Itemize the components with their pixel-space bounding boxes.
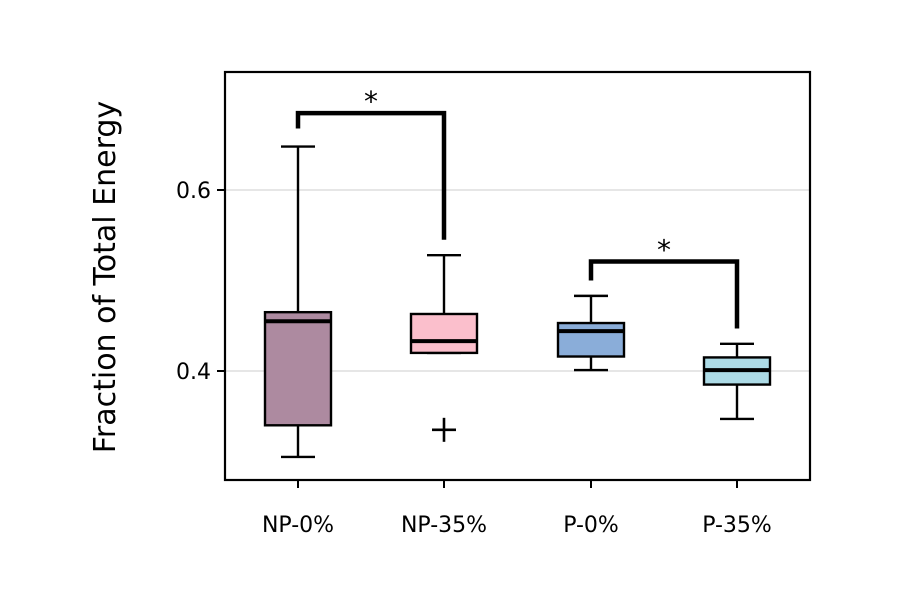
- box-p-0pct: [556, 294, 626, 372]
- y-tick-label: 0.6: [176, 179, 211, 204]
- x-tick-label: NP-0%: [262, 513, 334, 538]
- axes: 0.4 0.6 NP-0% NP-35% P-0% P-35%: [176, 179, 772, 538]
- bracket-line: [588, 259, 740, 329]
- y-tick-label: 0.4: [176, 360, 211, 385]
- iqr-box: [409, 312, 479, 355]
- box-p-35pct: [702, 342, 772, 421]
- x-tick-label: P-0%: [563, 513, 619, 538]
- iqr-box: [263, 310, 333, 427]
- box-np-35pct: [409, 253, 479, 442]
- plot-area: **: [263, 85, 772, 459]
- plot-frame: [223, 70, 812, 482]
- box-np-0pct: [263, 145, 333, 459]
- bracket-line: [295, 110, 447, 240]
- x-tick-label: P-35%: [702, 513, 772, 538]
- x-tick-label: NP-35%: [401, 513, 487, 538]
- significance-label: *: [657, 233, 671, 266]
- y-axis-label: Fraction of Total Energy: [88, 101, 123, 453]
- significance-bracket: *: [588, 233, 740, 329]
- iqr-box: [556, 321, 626, 358]
- significance-bracket: *: [295, 85, 447, 240]
- significance-label: *: [364, 85, 378, 118]
